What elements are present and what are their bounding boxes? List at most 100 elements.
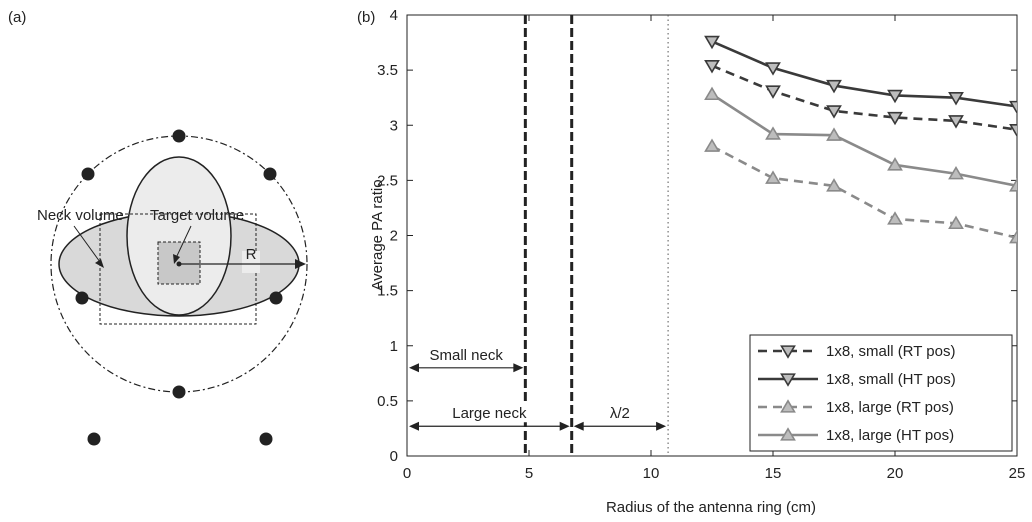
antenna-dot: [172, 129, 186, 143]
neck-pointer-arrowhead-icon: [95, 259, 104, 268]
vertical-reference-lines: [523, 15, 669, 456]
series-line: [711, 145, 1017, 239]
x-axis-label: Radius of the antenna ring (cm): [606, 499, 816, 516]
legend-entry-label: 1x8, large (RT pos): [826, 399, 954, 416]
annotation-arrowhead-icon: [513, 363, 524, 373]
y-tick-label: 2: [390, 228, 398, 245]
data-point-marker: [765, 126, 781, 140]
data-point-marker: [780, 373, 796, 387]
annotations: Small neck Large neck λ/2: [409, 345, 667, 431]
y-tick-label: 1.5: [377, 283, 398, 300]
data-point-marker: [948, 166, 964, 180]
data-point-marker: [704, 35, 720, 50]
series-line-group: [704, 138, 1017, 244]
series-line-group: [704, 86, 1017, 192]
antenna-dot: [263, 167, 277, 181]
series-line-group: [704, 60, 1017, 138]
legend-box: [749, 334, 1013, 452]
annotation-arrowhead-icon: [409, 421, 419, 431]
y-tick-label: 0: [390, 448, 398, 465]
series-line: [711, 40, 1017, 108]
y-tick-label: 1: [390, 338, 398, 355]
target-volume-label: Target volume: [150, 207, 244, 224]
y-tick-label: 3.5: [377, 62, 398, 79]
x-tick-label: 5: [525, 465, 533, 482]
radius-arrowhead-icon: [295, 259, 306, 269]
center-point: [176, 261, 182, 267]
data-point-marker: [948, 115, 964, 129]
antenna-dot: [81, 167, 95, 181]
y-tick-label: 4: [390, 7, 398, 24]
series-line: [711, 93, 1017, 188]
series-line: [711, 64, 1017, 131]
annotation-label-background: [447, 404, 532, 423]
antenna-elements: [75, 129, 283, 446]
x-tick-label: 0: [403, 465, 411, 482]
annotation-arrowhead-icon: [559, 421, 570, 431]
annotation-label: Large neck: [452, 405, 527, 422]
antenna-dot: [259, 432, 273, 446]
data-point-marker: [1009, 100, 1017, 115]
data-point-marker: [826, 105, 842, 119]
legend-entry-label: 1x8, large (HT pos): [826, 427, 954, 444]
legend: 1x8, small (RT pos) 1x8, small (HT pos) 1x…: [749, 334, 1013, 452]
data-point-marker: [704, 60, 720, 74]
data-point-marker: [826, 127, 842, 141]
data-point-marker: [1009, 229, 1017, 244]
panel-a-schematic: (a) R Neck volume Target volume: [8, 9, 308, 446]
data-point-marker: [887, 111, 903, 126]
panel-b-chart: (b) 0 5 10 15 20 25 0 0.5 1 1.5 2 2.5 3 3.5 4 Small ne…: [357, 7, 1025, 516]
data-series: [704, 35, 1017, 244]
target-pointer-arrowhead-icon: [173, 254, 180, 264]
data-point-marker: [1009, 123, 1017, 138]
data-point-marker: [887, 157, 903, 171]
panel-b-label: (b): [357, 9, 375, 26]
x-tick-label: 20: [887, 465, 904, 482]
y-axis-label: Average PA ratio: [369, 179, 386, 290]
target-volume-ellipse: [126, 156, 232, 316]
data-point-marker: [765, 85, 781, 99]
y-tick-label: 2.5: [377, 172, 398, 189]
x-tick-label: 25: [1009, 465, 1026, 482]
antenna-dot: [269, 291, 283, 305]
x-tick-label: 10: [643, 465, 660, 482]
target-pointer-line: [175, 225, 192, 259]
radius-label-background: [242, 251, 260, 273]
data-point-marker: [780, 399, 796, 413]
data-point-marker: [780, 345, 796, 359]
data-point-marker: [780, 427, 796, 441]
y-tick-label: 3: [390, 117, 398, 134]
data-point-marker: [826, 79, 842, 94]
data-point-marker: [948, 92, 964, 106]
neck-pointer-line: [73, 225, 101, 263]
legend-entry-label: 1x8, small (HT pos): [826, 371, 956, 388]
data-point-marker: [887, 89, 903, 104]
antenna-dot: [75, 291, 89, 305]
data-point-marker: [1009, 178, 1017, 192]
annotation-arrowhead-icon: [656, 421, 667, 431]
x-tick-label: 15: [765, 465, 782, 482]
data-point-marker: [948, 215, 964, 230]
annotation-label-background: [424, 345, 509, 364]
series-line-group: [704, 35, 1017, 115]
data-point-marker: [887, 211, 903, 225]
annotation-arrowhead-icon: [409, 363, 419, 373]
data-point-marker: [765, 62, 781, 76]
panel-a-label: (a): [8, 9, 26, 26]
radius-label: R: [246, 246, 257, 263]
antenna-dot: [172, 385, 186, 399]
data-point-marker: [704, 86, 720, 101]
neck-volume-label: Neck volume: [37, 207, 124, 224]
antenna-dot: [87, 432, 101, 446]
data-point-marker: [765, 170, 781, 184]
annotation-arrowhead-icon: [573, 421, 584, 431]
y-tick-label: 0.5: [377, 393, 398, 410]
annotation-label: Small neck: [429, 347, 503, 364]
axis-ticks: 0 5 10 15 20 25 0 0.5 1 1.5 2 2.5 3 3.5 4: [377, 7, 1025, 482]
annotation-label: λ/2: [610, 405, 630, 422]
data-point-marker: [826, 178, 842, 192]
legend-entry-label: 1x8, small (RT pos): [826, 343, 956, 360]
data-point-marker: [704, 138, 720, 152]
annotation-label-background: [605, 404, 635, 423]
